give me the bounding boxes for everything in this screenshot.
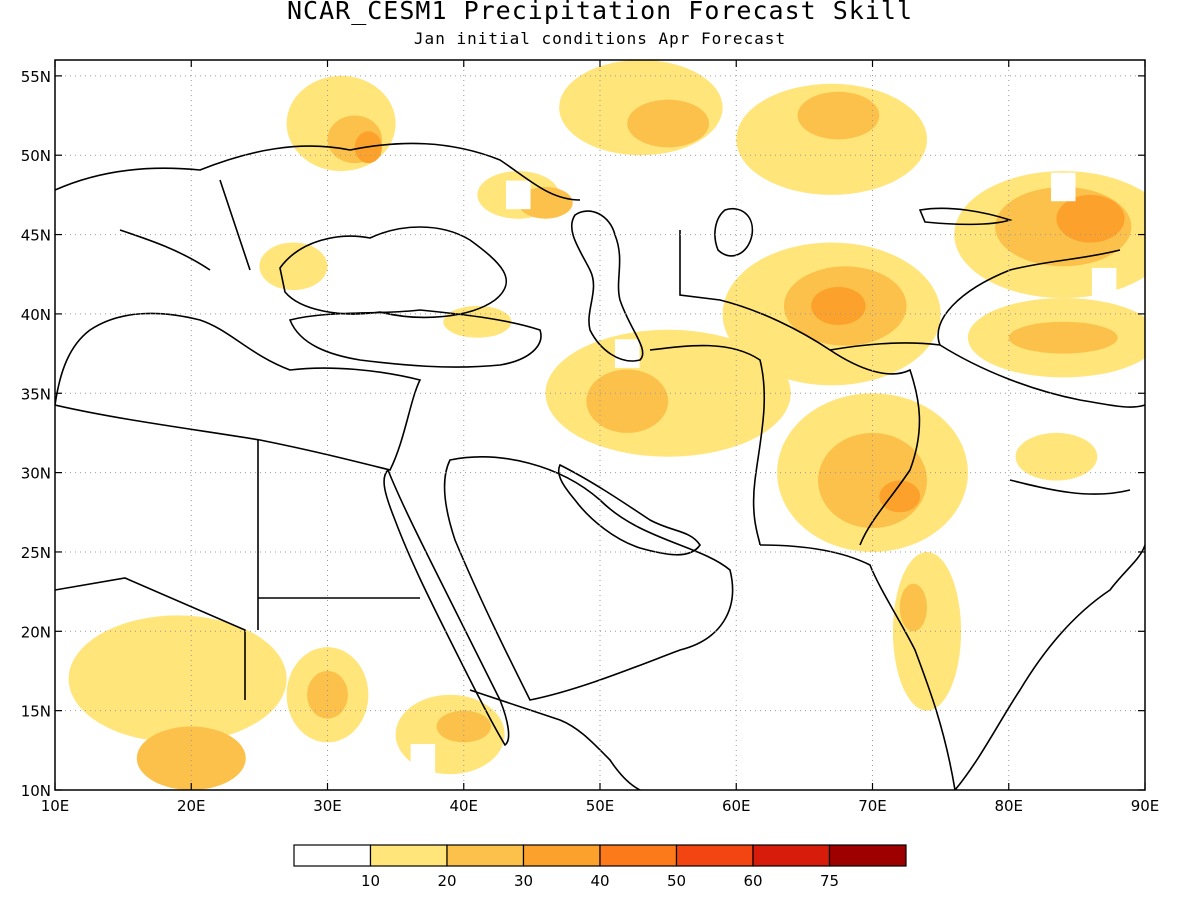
turkey-outline [288, 309, 542, 368]
y-tick-label: 15N [21, 703, 51, 721]
colorbar-label: 60 [743, 872, 762, 890]
masked-cell-3 [1050, 172, 1076, 202]
skill-region-22 [879, 480, 921, 513]
horn-of-africa-outline [469, 689, 641, 790]
x-tick-label: 50E [586, 797, 615, 815]
iran-afghanistan-border [649, 344, 766, 546]
y-tick-label: 55N [21, 68, 51, 86]
india-outline [759, 544, 1145, 790]
y-tick-label: 45N [21, 227, 51, 245]
colorbar-swatch-3 [522, 844, 601, 867]
masked-cell-4 [1091, 267, 1117, 297]
skill-region-5 [518, 186, 573, 219]
skill-region-28 [307, 670, 348, 719]
colorbar-label: 40 [590, 872, 609, 890]
skill-region-24 [899, 583, 927, 632]
colorbar-swatch-4 [599, 844, 678, 867]
colorbar-swatch-0 [293, 844, 372, 867]
colorbar-label: 30 [514, 872, 533, 890]
skill-region-8 [736, 83, 927, 195]
map-subtitle: Jan initial conditions Apr Forecast [413, 29, 787, 48]
pakistan-border [829, 349, 921, 546]
central-asia-borders [679, 230, 1121, 351]
persian-gulf-outline [557, 463, 701, 556]
skill-region-7 [627, 99, 709, 148]
black-sea-outline [279, 226, 508, 319]
colorbar-swatch-5 [675, 844, 754, 867]
skill-region-26 [68, 615, 287, 743]
skill-region-9 [797, 91, 880, 140]
y-tick-label: 40N [21, 306, 51, 324]
skill-region-29 [136, 726, 246, 790]
tibet-borders [939, 344, 1145, 495]
skill-region-3 [259, 242, 328, 291]
x-tick-label: 90E [1131, 797, 1160, 815]
x-tick-label: 30E [313, 797, 342, 815]
colorbar-swatch-1 [369, 844, 448, 867]
y-tick-label: 35N [21, 385, 51, 403]
colorbar-label: 10 [361, 872, 380, 890]
y-tick-label: 20N [21, 623, 51, 641]
masked-cell-0 [505, 180, 531, 210]
y-tick-label: 50N [21, 147, 51, 165]
skill-region-32 [443, 305, 512, 338]
masked-cell-5 [410, 743, 436, 773]
skill-region-25 [1015, 432, 1098, 481]
axes: 10E 20E 30E 40E 50E 60E 70E 80E 90E 10N 15N 20N 25N 3… [21, 60, 1160, 815]
chad-border [55, 577, 246, 700]
skill-region-19 [1008, 321, 1118, 354]
skill-region-14 [811, 286, 866, 326]
colorbar-label: 20 [437, 872, 456, 890]
europe-borders [55, 142, 581, 271]
x-tick-label: 40E [449, 797, 478, 815]
masked-cell-1 [717, 212, 742, 241]
skill-region-11 [586, 369, 669, 433]
y-tick-label: 10N [21, 782, 51, 800]
skill-shading-layer [68, 60, 1145, 790]
map-title: NCAR_CESM1 Precipitation Forecast Skill [287, 0, 913, 25]
skill-region-17 [1056, 194, 1125, 243]
colorbar-swatch-2 [446, 844, 525, 867]
colorbar: 10 20 30 40 50 60 75 [293, 844, 907, 890]
mediterranean-outline [55, 312, 422, 471]
colorbar-label: 50 [667, 872, 686, 890]
red-sea-outline [383, 468, 510, 747]
x-tick-label: 20E [177, 797, 206, 815]
colorbar-swatch-7 [828, 844, 907, 867]
colorbar-label: 75 [820, 872, 839, 890]
arabia-outline [443, 456, 734, 701]
colorbar-swatch-6 [752, 844, 831, 867]
skill-region-31 [436, 710, 491, 743]
x-tick-label: 80E [994, 797, 1023, 815]
gridlines [55, 60, 1145, 790]
coastline-layer [55, 142, 1145, 790]
x-tick-label: 70E [858, 797, 887, 815]
x-tick-label: 60E [722, 797, 751, 815]
balkhash-outline [918, 207, 1013, 226]
y-tick-label: 30N [21, 465, 51, 483]
masked-cell-6 [614, 339, 640, 368]
aral-sea-outline [714, 208, 754, 257]
x-tick-label: 10E [41, 797, 70, 815]
y-tick-label: 25N [21, 544, 51, 562]
